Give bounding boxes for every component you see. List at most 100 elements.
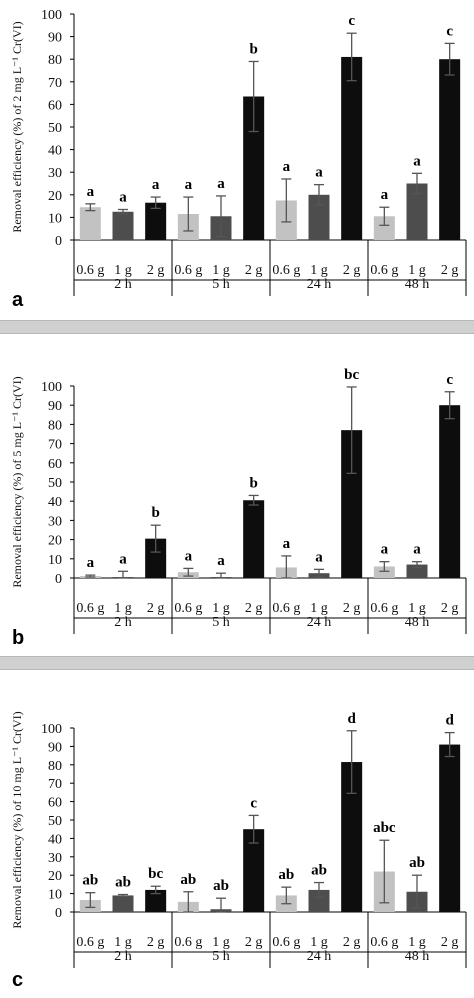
y-tick-label: 0	[55, 572, 62, 587]
significance-letter: c	[446, 23, 453, 39]
bar	[373, 216, 395, 240]
significance-letter: ab	[213, 878, 229, 894]
subcategory-label: 2 g	[147, 263, 165, 278]
significance-letter: ab	[115, 875, 131, 891]
y-tick-label: 30	[48, 514, 62, 529]
y-tick-label: 50	[48, 476, 62, 491]
subcategory-label: 2 g	[147, 935, 165, 950]
group-label: 2 h	[114, 277, 132, 292]
significance-letter: a	[413, 153, 421, 169]
y-tick-label: 40	[48, 144, 62, 159]
significance-letter: d	[445, 713, 454, 729]
significance-letter: ab	[311, 863, 327, 879]
y-tick-label: 30	[48, 166, 62, 181]
subcategory-label: 2 g	[343, 935, 361, 950]
subcategory-label: 1 g	[408, 935, 426, 950]
bar	[439, 405, 461, 578]
significance-letter: d	[347, 711, 356, 727]
significance-letter: c	[250, 795, 257, 811]
bar	[341, 430, 363, 578]
subcategory-label: 1 g	[212, 601, 230, 616]
subcategory-label: 1 g	[310, 935, 328, 950]
y-tick-label: 60	[48, 796, 62, 811]
subcategory-label: 0.6 g	[370, 601, 398, 616]
subcategory-label: 2 g	[343, 601, 361, 616]
bar	[406, 564, 428, 578]
significance-letter: a	[119, 551, 127, 567]
significance-letter: bc	[344, 367, 359, 383]
group-label: 24 h	[307, 277, 332, 292]
bar	[308, 194, 330, 240]
significance-letter: a	[217, 553, 225, 569]
group-label: 5 h	[212, 277, 230, 292]
significance-letter: a	[381, 187, 389, 203]
y-tick-label: 60	[48, 457, 62, 472]
y-tick-label: 10	[48, 553, 62, 568]
y-tick-label: 60	[48, 98, 62, 113]
subcategory-label: 0.6 g	[174, 601, 202, 616]
subcategory-label: 1 g	[408, 601, 426, 616]
chart-panel-b: 0 10 20 30 40 50 60 70 80 90 100 Removal efficiency…	[10, 367, 467, 649]
significance-letter: a	[152, 177, 160, 193]
subcategory-label: 0.6 g	[272, 935, 300, 950]
significance-letter: ab	[278, 867, 294, 883]
bar	[341, 762, 363, 912]
panel-divider	[0, 656, 474, 670]
panel-letter: c	[12, 969, 23, 991]
significance-letter: c	[348, 13, 355, 29]
y-tick-label: 20	[48, 869, 62, 884]
significance-letter: a	[87, 184, 95, 200]
significance-letter: ab	[409, 855, 425, 871]
significance-letter: a	[119, 189, 127, 205]
y-tick-label: 90	[48, 740, 62, 755]
y-tick-label: 80	[48, 418, 62, 433]
y-tick-label: 0	[55, 906, 62, 921]
subcategory-label: 1 g	[114, 935, 132, 950]
subcategory-label: 1 g	[408, 263, 426, 278]
group-label: 48 h	[405, 615, 430, 630]
bar	[79, 207, 101, 240]
subcategory-label: 2 g	[245, 263, 263, 278]
bar	[341, 56, 363, 240]
group-label: 48 h	[405, 949, 430, 964]
y-tick-label: 40	[48, 495, 62, 510]
significance-letter: a	[185, 548, 193, 564]
y-tick-label: 50	[48, 121, 62, 136]
subcategory-label: 1 g	[310, 263, 328, 278]
significance-letter: bc	[148, 866, 163, 882]
subcategory-label: 0.6 g	[370, 935, 398, 950]
subcategory-label: 1 g	[212, 935, 230, 950]
significance-letter: abc	[373, 820, 396, 836]
y-axis-label: Removal efficiency (%) of 10 mg L⁻¹ Cr(V…	[10, 711, 24, 928]
y-tick-label: 20	[48, 189, 62, 204]
y-tick-label: 30	[48, 851, 62, 866]
significance-letter: a	[185, 177, 193, 193]
subcategory-label: 0.6 g	[272, 601, 300, 616]
y-tick-label: 70	[48, 76, 62, 91]
significance-letter: a	[413, 542, 421, 558]
bar	[243, 829, 265, 912]
significance-letter: a	[87, 555, 95, 571]
group-label: 24 h	[307, 615, 332, 630]
significance-letter: a	[381, 542, 389, 558]
bar	[145, 202, 167, 240]
significance-letter: ab	[82, 873, 98, 889]
bar	[406, 183, 428, 240]
subcategory-label: 0.6 g	[174, 935, 202, 950]
group-label: 2 h	[114, 615, 132, 630]
significance-letter: a	[283, 159, 291, 175]
y-axis-label: Removal efficiency (%) of 5 mg L⁻¹ Cr(VI…	[10, 376, 24, 587]
y-tick-label: 100	[41, 722, 62, 737]
panel-divider	[0, 320, 474, 334]
bar	[439, 744, 461, 912]
bar	[243, 500, 265, 578]
bar	[439, 59, 461, 241]
significance-letter: b	[249, 41, 257, 57]
y-tick-label: 80	[48, 53, 62, 68]
y-tick-label: 100	[41, 380, 62, 395]
y-tick-label: 40	[48, 832, 62, 847]
subcategory-label: 0.6 g	[76, 935, 104, 950]
y-tick-label: 70	[48, 438, 62, 453]
group-label: 24 h	[307, 949, 332, 964]
y-tick-label: 80	[48, 759, 62, 774]
